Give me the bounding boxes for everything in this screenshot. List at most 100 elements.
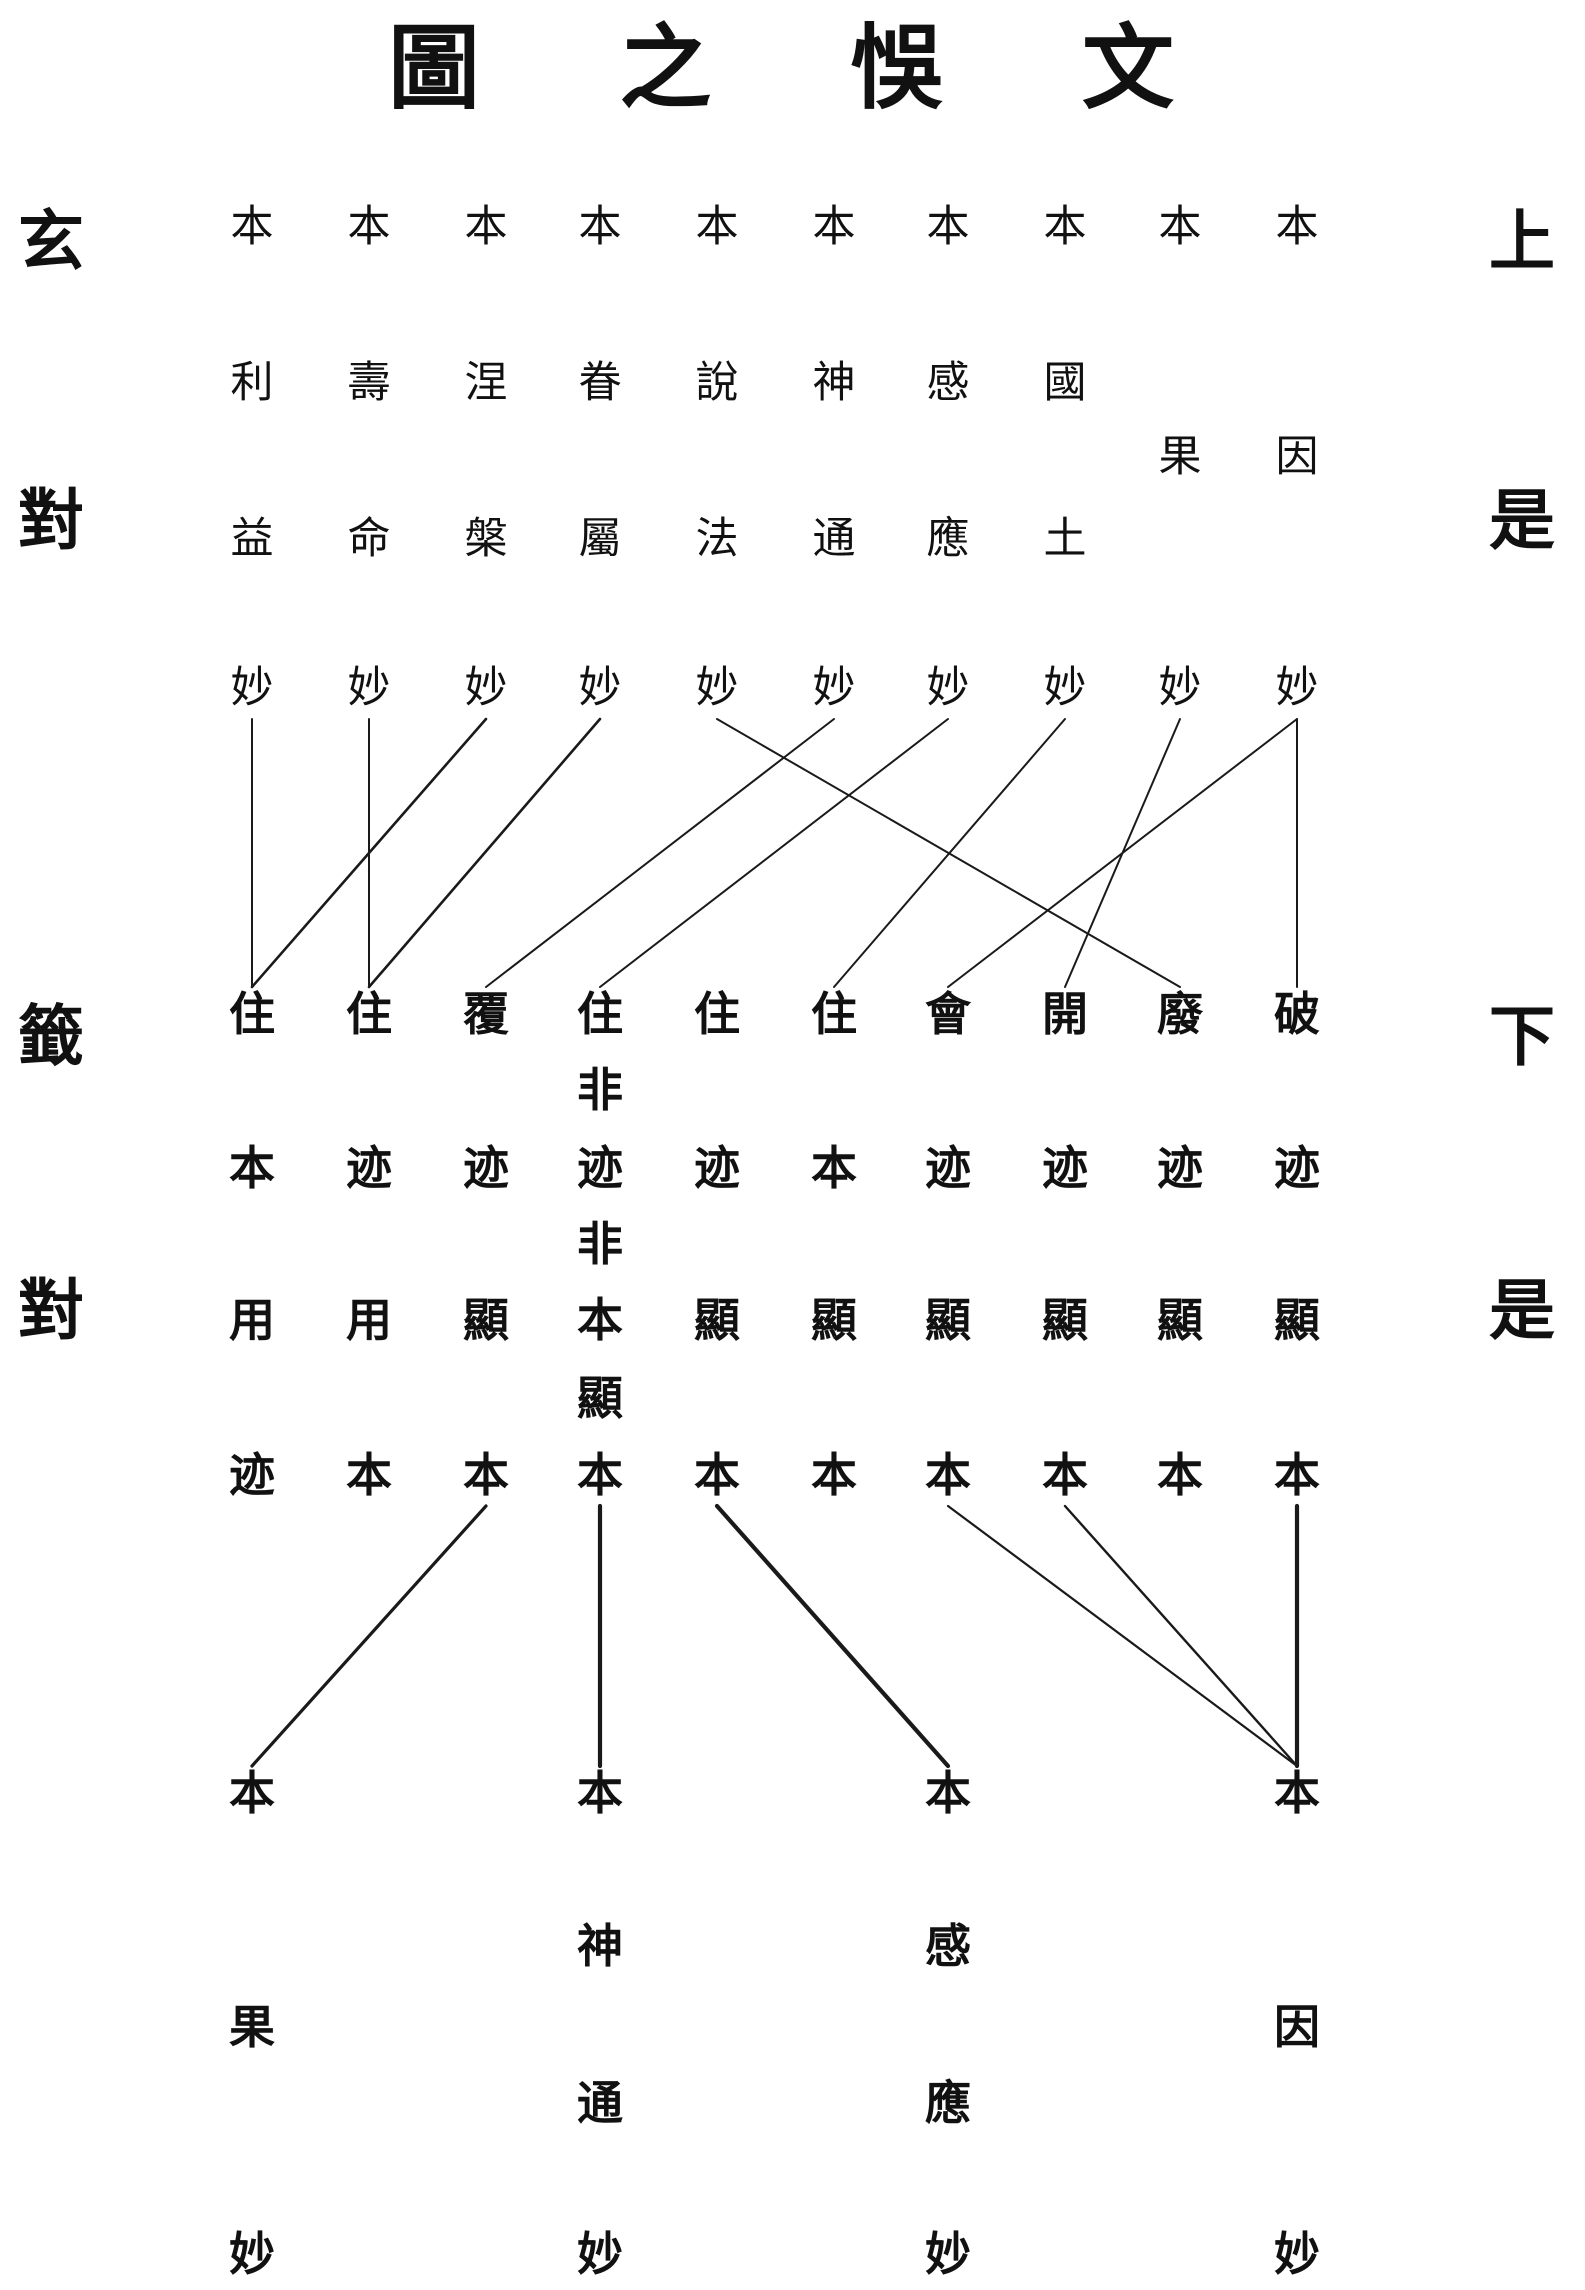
diagram-char-r1-c6: 本 xyxy=(812,202,856,252)
connector-line xyxy=(367,717,602,989)
diagram-char-r4-c5: 妙 xyxy=(695,663,739,713)
diagram-char-r3-c8: 土 xyxy=(1043,514,1087,564)
diagram-char-r6b-c4: 非 xyxy=(577,1217,623,1271)
diagram-char-r12-c4: 妙 xyxy=(577,2227,623,2281)
diagram-char-r1-c5: 本 xyxy=(695,202,739,252)
diagram-char-r4-c9: 妙 xyxy=(1158,663,1202,713)
diagram-char-r2-c4: 眷 xyxy=(578,358,622,408)
diagram-char-r7-c7: 顯 xyxy=(925,1293,971,1347)
diagram-char-r9-c10: 本 xyxy=(1274,1766,1320,1820)
diagram-char-r2-c7: 感 xyxy=(926,358,970,408)
diagram-char-r2-c8: 國 xyxy=(1043,358,1087,408)
diagram-char-r6-c5: 迹 xyxy=(694,1141,740,1195)
diagram-char-r1-c7: 本 xyxy=(926,202,970,252)
diagram-char-r8-c9: 本 xyxy=(1157,1448,1203,1502)
diagram-char-r2-c6: 神 xyxy=(812,358,856,408)
connector-line xyxy=(250,717,488,989)
right-margin-char-3: 下 xyxy=(1489,997,1555,1075)
diagram-char-r11-c4: 通 xyxy=(577,2076,623,2130)
diagram-char-r10-c4: 神 xyxy=(577,1919,623,1973)
diagram-char-r2-c5: 說 xyxy=(695,358,739,408)
diagram-char-r10-c7: 感 xyxy=(925,1919,971,1973)
diagram-char-r7-c10: 顯 xyxy=(1274,1293,1320,1347)
diagram-char-r6-c9: 迹 xyxy=(1157,1141,1203,1195)
diagram-char-r5-c7: 會 xyxy=(925,987,971,1041)
connector-line xyxy=(946,1504,1299,1768)
diagram-char-r3-c1: 益 xyxy=(230,514,274,564)
diagram-char-r8-c5: 本 xyxy=(694,1448,740,1502)
diagram-char-r4-c8: 妙 xyxy=(1043,663,1087,713)
diagram-char-r1-c4: 本 xyxy=(578,202,622,252)
connector-line xyxy=(714,1503,951,1769)
diagram-char-r5-c1: 住 xyxy=(229,987,275,1041)
right-margin-char-1: 上 xyxy=(1489,202,1555,280)
diagram-char-r12-c10: 妙 xyxy=(1274,2227,1320,2281)
diagram-char-r7-c5: 顯 xyxy=(694,1293,740,1347)
diagram-char-r7-c6: 顯 xyxy=(811,1293,857,1347)
diagram-char-r7b-c4: 顯 xyxy=(577,1371,623,1425)
right-margin-char-2: 是 xyxy=(1489,481,1555,559)
diagram-char-r7-c1: 用 xyxy=(229,1293,275,1347)
diagram-char-r5-c6: 住 xyxy=(811,987,857,1041)
diagram-char-r3-c3: 槃 xyxy=(464,514,508,564)
diagram-char-r4-c1: 妙 xyxy=(230,663,274,713)
diagram-char-r9-c7: 本 xyxy=(925,1766,971,1820)
diagram-char-r4-c6: 妙 xyxy=(812,663,856,713)
diagram-char-r8-c6: 本 xyxy=(811,1448,857,1502)
diagram-char-r11-c7: 應 xyxy=(925,2076,971,2130)
diagram-char-r8-c3: 本 xyxy=(463,1448,509,1502)
diagram-char-r6-c1: 本 xyxy=(229,1141,275,1195)
diagram-char-r2b-c10: 因 xyxy=(1275,432,1319,482)
diagram-char-r8-c8: 本 xyxy=(1042,1448,1088,1502)
diagram-char-r1-c10: 本 xyxy=(1275,202,1319,252)
diagram-char-r10b-c1: 果 xyxy=(229,2000,275,2054)
diagram-char-r3-c7: 應 xyxy=(926,514,970,564)
diagram-char-r5-c3: 覆 xyxy=(463,987,509,1041)
diagram-char-r1-c8: 本 xyxy=(1043,202,1087,252)
diagram-char-r5-c4: 住 xyxy=(577,987,623,1041)
diagram-char-r6-c7: 迹 xyxy=(925,1141,971,1195)
diagram-char-r4-c4: 妙 xyxy=(578,663,622,713)
diagram-char-r7-c8: 顯 xyxy=(1042,1293,1088,1347)
diagram-title: 文悞之圖 xyxy=(388,14,1174,122)
diagram-char-r3-c6: 通 xyxy=(812,514,856,564)
diagram-char-r3-c5: 法 xyxy=(695,514,739,564)
diagram-char-r1-c3: 本 xyxy=(464,202,508,252)
left-margin-char-1: 玄 xyxy=(18,202,84,280)
diagram-char-r5-c10: 破 xyxy=(1274,987,1320,1041)
diagram-char-r3-c4: 屬 xyxy=(578,514,622,564)
diagram-char-r4-c2: 妙 xyxy=(347,663,391,713)
diagram-char-r10b-c10: 因 xyxy=(1274,2000,1320,2054)
diagram-char-r2b-c9: 果 xyxy=(1158,432,1202,482)
diagram-char-r6-c6: 本 xyxy=(811,1141,857,1195)
diagram-char-r6-c10: 迹 xyxy=(1274,1141,1320,1195)
diagram-char-r4-c7: 妙 xyxy=(926,663,970,713)
diagram-char-r5-c8: 開 xyxy=(1042,987,1088,1041)
diagram-char-r7-c9: 顯 xyxy=(1157,1293,1203,1347)
connector-line xyxy=(1063,1504,1299,1768)
diagram-char-r8-c10: 本 xyxy=(1274,1448,1320,1502)
diagram-char-r8-c2: 本 xyxy=(346,1448,392,1502)
diagram-char-r2-c1: 利 xyxy=(230,358,274,408)
diagram-char-r12-c7: 妙 xyxy=(925,2227,971,2281)
left-margin-char-2: 對 xyxy=(18,481,84,559)
diagram-char-r6-c3: 迹 xyxy=(463,1141,509,1195)
diagram-char-r1-c1: 本 xyxy=(230,202,274,252)
diagram-char-r9-c1: 本 xyxy=(229,1766,275,1820)
diagram-char-r6-c4: 迹 xyxy=(577,1141,623,1195)
left-margin-char-3: 籤 xyxy=(18,997,84,1075)
diagram-char-r5-c5: 住 xyxy=(694,987,740,1041)
diagram-char-r5-c9: 廢 xyxy=(1157,987,1203,1041)
diagram-char-r3-c2: 命 xyxy=(347,514,391,564)
diagram-char-r9-c4: 本 xyxy=(577,1766,623,1820)
left-margin-char-4: 對 xyxy=(18,1271,84,1349)
connector-line xyxy=(833,718,1066,988)
diagram-char-r6-c2: 迹 xyxy=(346,1141,392,1195)
connector-line xyxy=(250,1504,488,1768)
diagram-char-r2-c3: 涅 xyxy=(464,358,508,408)
diagram-char-r1-c9: 本 xyxy=(1158,202,1202,252)
diagram-char-r6-c8: 迹 xyxy=(1042,1141,1088,1195)
